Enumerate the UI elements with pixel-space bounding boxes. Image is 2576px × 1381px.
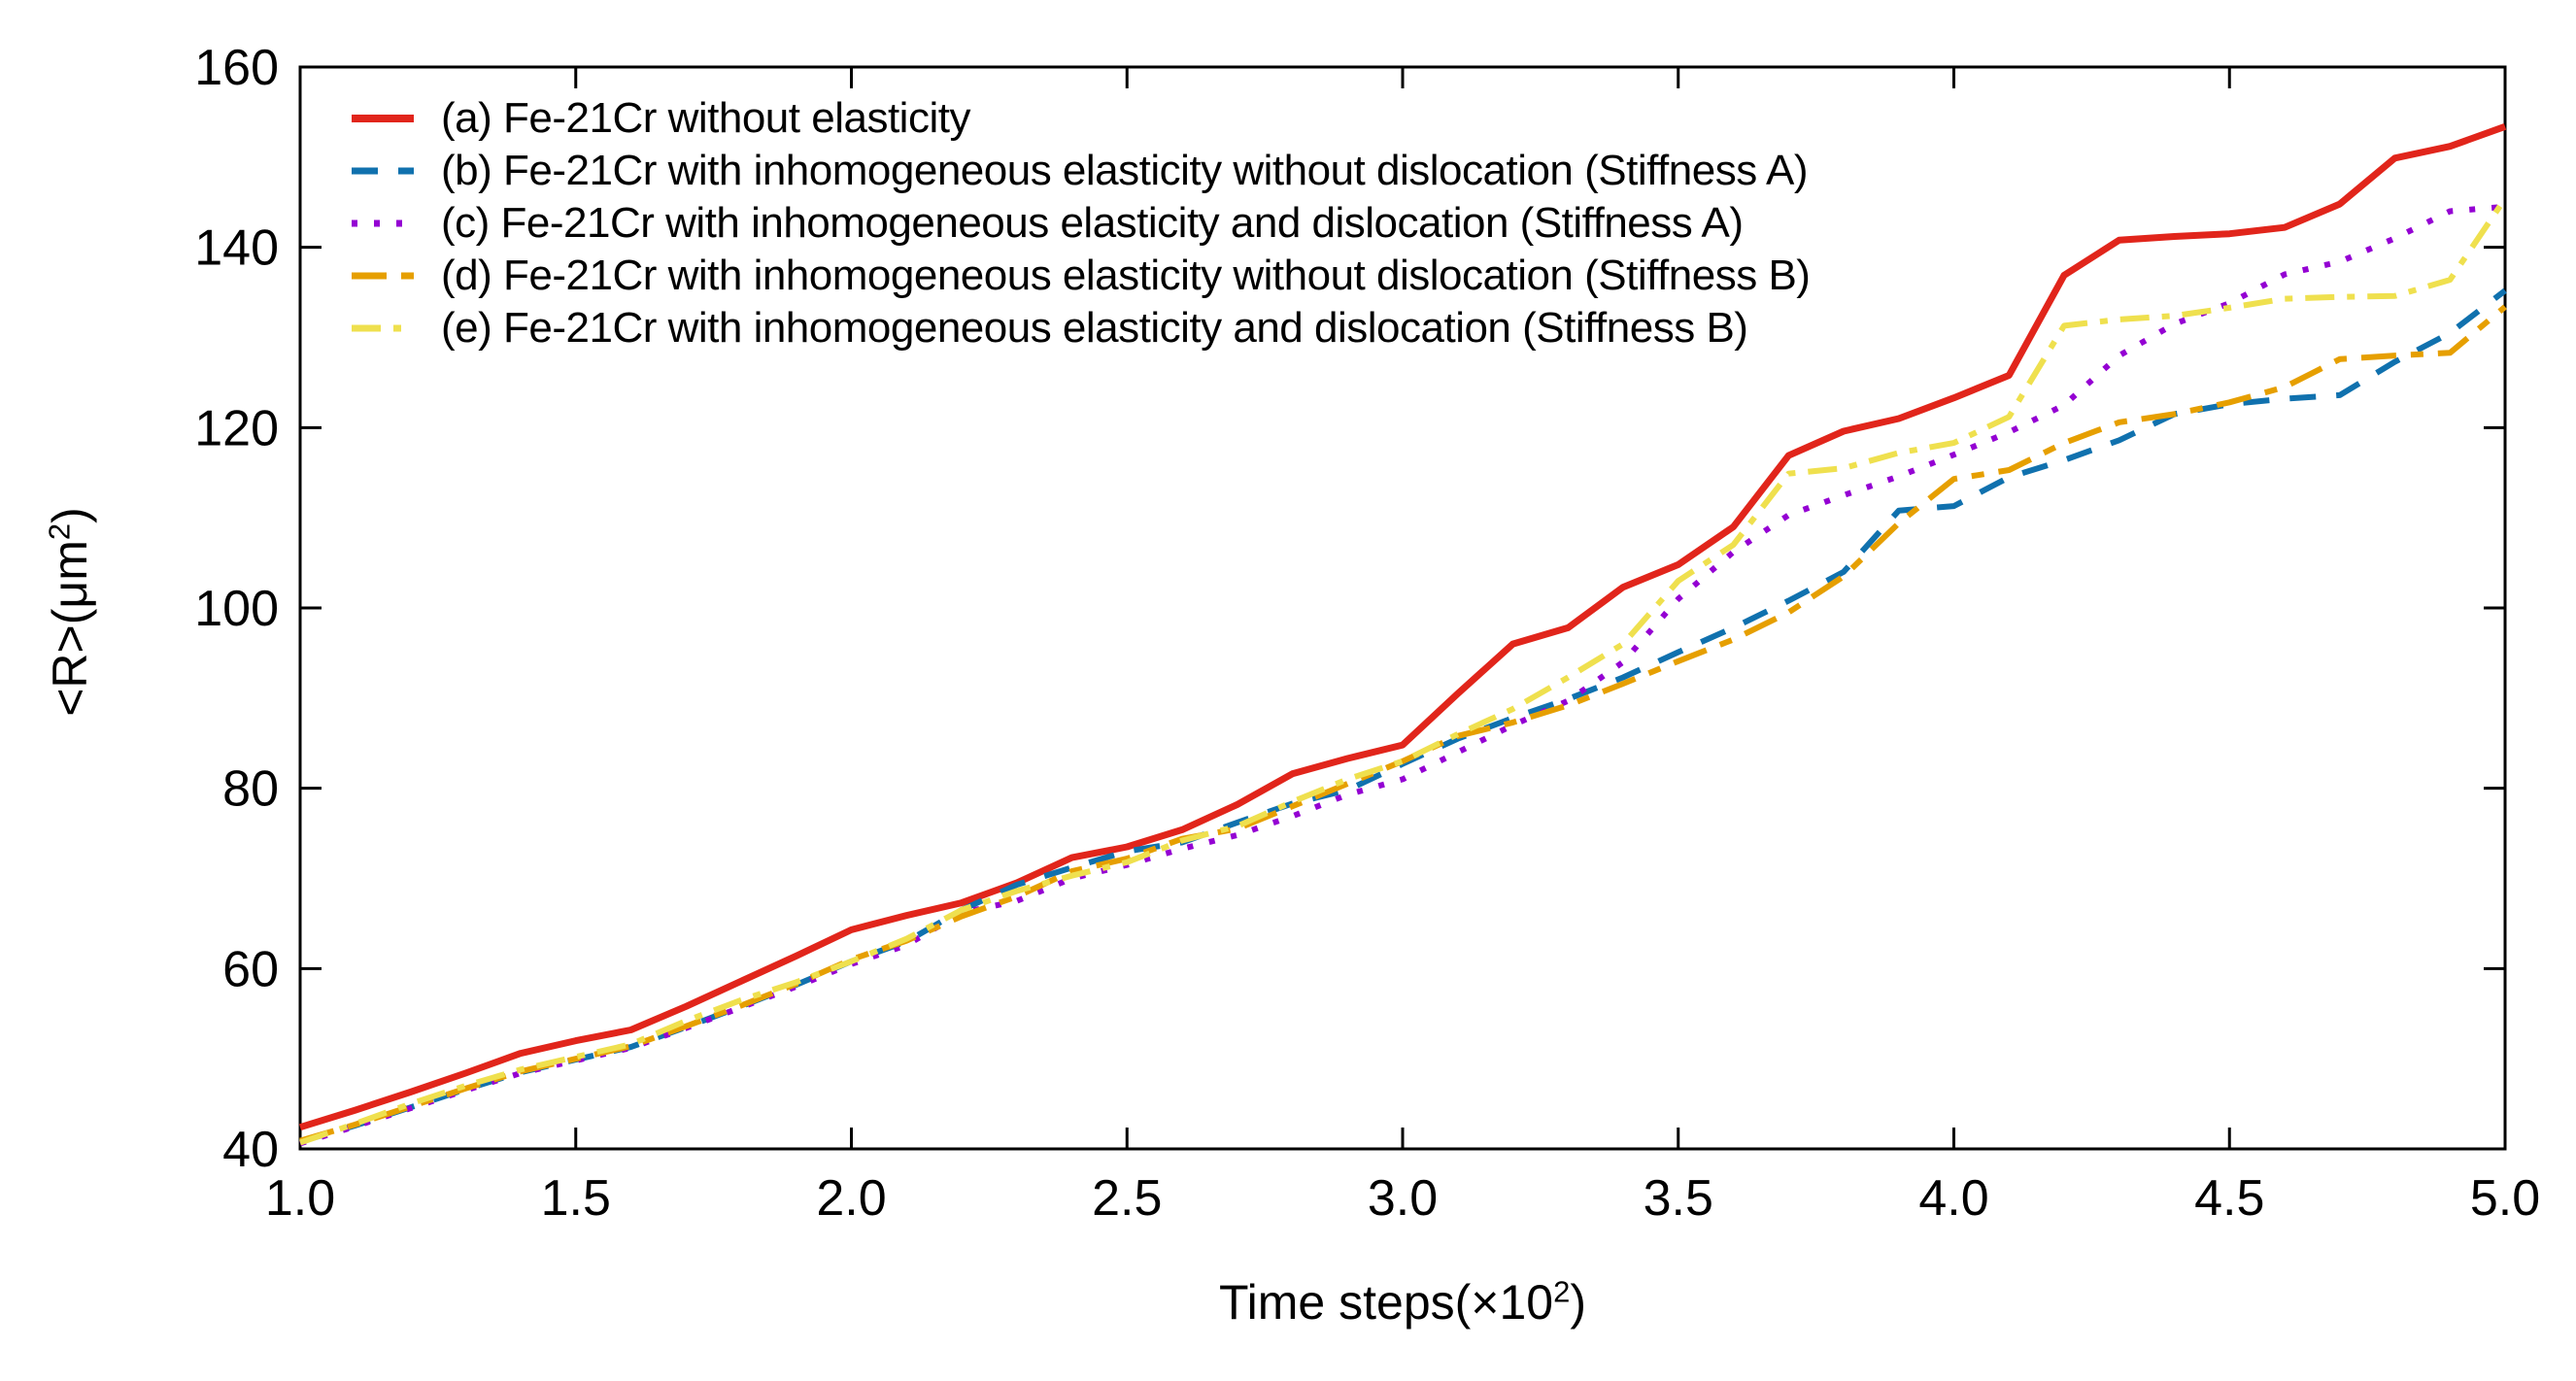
y-axis-title-close: ) [43,507,97,523]
series-line-e [299,196,2508,1146]
y-tick-label: 80 [222,761,279,818]
legend-label: (e) Fe-21Cr with inhomogeneous elasticit… [441,304,1748,352]
series-line-a [298,123,2507,1131]
x-tick-label: 2.5 [1092,1170,1162,1227]
legend-line-swatch-c [352,219,414,227]
legend-label: (d) Fe-21Cr with inhomogeneous elasticit… [441,252,1811,299]
x-tick-label: 3.0 [1368,1170,1438,1227]
y-tick-label: 40 [222,1122,279,1178]
legend-label: (b) Fe-21Cr with inhomogeneous elasticit… [441,147,1809,194]
series-line-c [299,203,2506,1147]
legend: (a) Fe-21Cr without elasticity (b) Fe-21… [350,92,1811,354]
y-tick-label: 120 [194,400,279,456]
x-tick-label: 3.5 [1644,1170,1713,1227]
legend-item-c: (c) Fe-21Cr with inhomogeneous elasticit… [350,197,1810,250]
series-line-b [299,287,2507,1145]
legend-line-swatch-e [352,324,414,332]
y-axis-title-text: <R>(μm [43,540,97,717]
legend-line-swatch-a [352,115,414,122]
x-axis-title-close: ) [1570,1275,1587,1330]
x-axis-title-superscript: 2 [1553,1274,1571,1309]
legend-item-b: (b) Fe-21Cr with inhomogeneous elasticit… [350,145,1810,197]
x-tick-label: 4.0 [1918,1170,1988,1227]
legend-item-a: (a) Fe-21Cr without elasticity [350,92,1810,145]
series-line-d [299,304,2507,1144]
x-tick-label: 1.5 [541,1170,611,1227]
legend-item-e: (e) Fe-21Cr with inhomogeneous elasticit… [350,302,1810,354]
legend-label: (c) Fe-21Cr with inhomogeneous elasticit… [441,199,1744,247]
y-axis-title: <R>(μm2) [42,320,98,903]
y-tick-label: 100 [194,581,279,637]
legend-line-swatch-b [352,167,414,175]
x-tick-label: 1.0 [265,1170,335,1227]
x-tick-label: 5.0 [2470,1170,2540,1227]
y-axis-title-superscript: 2 [42,522,77,541]
y-tick-label: 60 [222,941,279,997]
x-tick-label: 4.5 [2194,1170,2264,1227]
y-tick-label: 140 [194,220,279,277]
legend-item-d: (d) Fe-21Cr with inhomogeneous elasticit… [350,250,1811,302]
legend-line-swatch-d [352,272,414,280]
x-axis-title-text: Time steps(×10 [1218,1275,1554,1330]
x-axis-title: Time steps(×102) [1111,1274,1694,1330]
y-tick-label: 160 [194,40,279,96]
legend-label: (a) Fe-21Cr without elasticity [441,94,970,142]
x-tick-label: 2.0 [816,1170,886,1227]
